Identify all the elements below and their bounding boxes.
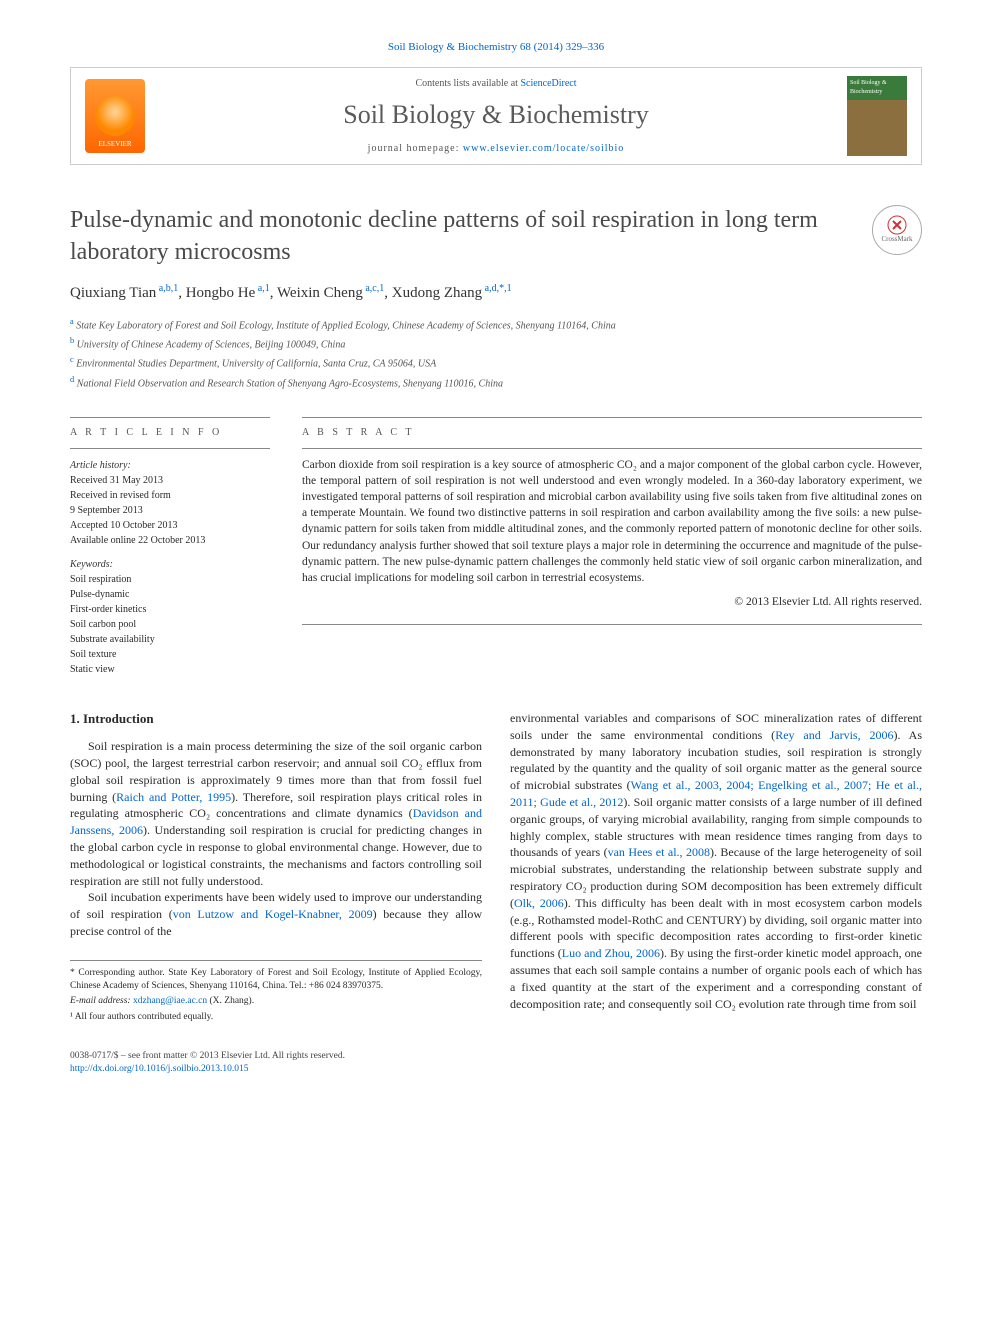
elsevier-tree-icon	[95, 96, 135, 136]
rule	[70, 448, 270, 449]
homepage-line: journal homepage: www.elsevier.com/locat…	[145, 142, 847, 156]
keywords-block: Keywords: Soil respirationPulse-dynamicF…	[70, 558, 270, 677]
contents-line: Contents lists available at ScienceDirec…	[145, 77, 847, 91]
page-footer: 0038-0717/$ – see front matter © 2013 El…	[70, 1050, 922, 1077]
keyword: Substrate availability	[70, 633, 270, 647]
publisher-name: ELSEVIER	[98, 140, 131, 150]
affiliation-line: c Environmental Studies Department, Univ…	[70, 354, 922, 371]
footnotes: * Corresponding author. State Key Labora…	[70, 960, 482, 1024]
email-line: E-mail address: xdzhang@iae.ac.cn (X. Zh…	[70, 995, 482, 1008]
citation-line: Soil Biology & Biochemistry 68 (2014) 32…	[70, 40, 922, 55]
keyword: Pulse-dynamic	[70, 588, 270, 602]
journal-cover-thumbnail: Soil Biology & Biochemistry	[847, 76, 907, 156]
paragraph: Soil incubation experiments have been wi…	[70, 889, 482, 939]
doi-link[interactable]: http://dx.doi.org/10.1016/j.soilbio.2013…	[70, 1064, 249, 1074]
keyword: Soil carbon pool	[70, 618, 270, 632]
history-line: Available online 22 October 2013	[70, 534, 270, 548]
history-line: Received in revised form	[70, 489, 270, 503]
history-line: Received 31 May 2013	[70, 474, 270, 488]
elsevier-logo: ELSEVIER	[85, 79, 145, 153]
journal-header: ELSEVIER Contents lists available at Sci…	[70, 67, 922, 165]
cover-text: Soil Biology & Biochemistry	[850, 80, 887, 94]
article-info-heading: A R T I C L E I N F O	[70, 426, 270, 440]
article-info: A R T I C L E I N F O Article history: R…	[70, 409, 270, 678]
column-right: environmental variables and comparisons …	[510, 710, 922, 1026]
author-list: Qiuxiang Tian a,b,1, Hongbo He a,1, Weix…	[70, 282, 922, 304]
journal-name: Soil Biology & Biochemistry	[145, 97, 847, 133]
section-heading: 1. Introduction	[70, 710, 482, 728]
affiliation-line: d National Field Observation and Researc…	[70, 374, 922, 391]
article-title: Pulse-dynamic and monotonic decline patt…	[70, 205, 860, 267]
abstract-text: Carbon dioxide from soil respiration is …	[302, 457, 922, 586]
paragraph: environmental variables and comparisons …	[510, 710, 922, 1012]
info-abstract-row: A R T I C L E I N F O Article history: R…	[70, 409, 922, 678]
citation-link[interactable]: von Lutzow and Kogel-Knabner, 2009	[173, 907, 373, 921]
affiliation-line: a State Key Laboratory of Forest and Soi…	[70, 316, 922, 333]
affiliations: a State Key Laboratory of Forest and Soi…	[70, 316, 922, 391]
keyword: Static view	[70, 663, 270, 677]
homepage-label: journal homepage:	[368, 143, 463, 154]
citation-link[interactable]: Olk, 2006	[514, 896, 564, 910]
issn-line: 0038-0717/$ – see front matter © 2013 El…	[70, 1050, 922, 1063]
keyword: Soil texture	[70, 648, 270, 662]
keyword: Soil respiration	[70, 573, 270, 587]
equal-contribution-note: ¹ All four authors contributed equally.	[70, 1011, 482, 1024]
crossmark-badge[interactable]: CrossMark	[872, 205, 922, 255]
title-row: Pulse-dynamic and monotonic decline patt…	[70, 205, 922, 267]
homepage-link[interactable]: www.elsevier.com/locate/soilbio	[463, 143, 624, 154]
section-title: Introduction	[83, 711, 154, 726]
header-center: Contents lists available at ScienceDirec…	[145, 77, 847, 155]
abstract-heading: A B S T R A C T	[302, 426, 922, 440]
crossmark-icon	[887, 215, 907, 235]
rule	[302, 448, 922, 449]
corresponding-author-note: * Corresponding author. State Key Labora…	[70, 967, 482, 994]
history-line: 9 September 2013	[70, 504, 270, 518]
rule	[302, 624, 922, 625]
copyright-line: © 2013 Elsevier Ltd. All rights reserved…	[302, 594, 922, 610]
history-line: Accepted 10 October 2013	[70, 519, 270, 533]
contents-prefix: Contents lists available at	[415, 78, 520, 89]
citation-link[interactable]: van Hees et al., 2008	[608, 845, 710, 859]
keyword: First-order kinetics	[70, 603, 270, 617]
citation-link[interactable]: Raich and Potter, 1995	[116, 790, 231, 804]
column-left: 1. Introduction Soil respiration is a ma…	[70, 710, 482, 1026]
email-suffix: (X. Zhang).	[207, 996, 254, 1006]
citation-link[interactable]: Rey and Jarvis, 2006	[775, 728, 893, 742]
body-columns: 1. Introduction Soil respiration is a ma…	[70, 710, 922, 1026]
citation-link[interactable]: Luo and Zhou, 2006	[562, 946, 660, 960]
keywords-label: Keywords:	[70, 558, 270, 572]
page-container: Soil Biology & Biochemistry 68 (2014) 32…	[0, 0, 992, 1117]
email-link[interactable]: xdzhang@iae.ac.cn	[133, 996, 207, 1006]
rule	[302, 417, 922, 418]
email-label: E-mail address:	[70, 996, 133, 1006]
paragraph: Soil respiration is a main process deter…	[70, 738, 482, 889]
section-number: 1.	[70, 711, 80, 726]
crossmark-label: CrossMark	[881, 235, 912, 245]
article-history: Article history: Received 31 May 2013Rec…	[70, 459, 270, 548]
rule	[70, 417, 270, 418]
affiliation-line: b University of Chinese Academy of Scien…	[70, 335, 922, 352]
history-label: Article history:	[70, 459, 270, 473]
sciencedirect-link[interactable]: ScienceDirect	[520, 78, 576, 89]
abstract: A B S T R A C T Carbon dioxide from soil…	[302, 409, 922, 678]
